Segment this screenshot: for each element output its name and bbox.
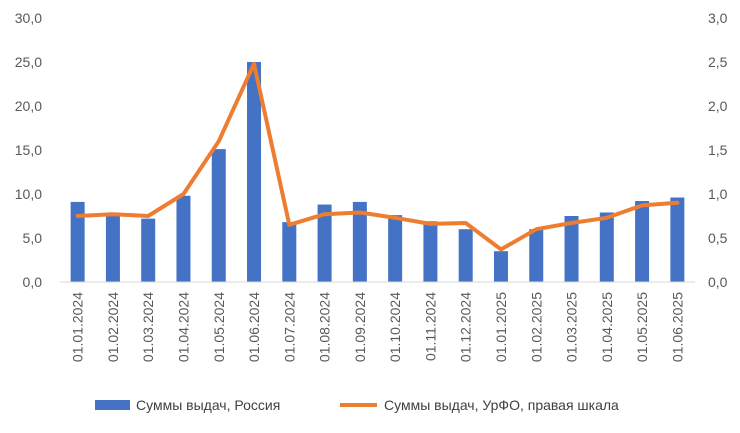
bar <box>105 212 120 282</box>
bar <box>211 149 226 282</box>
left-tick-label: 5,0 <box>23 230 43 246</box>
bar <box>423 221 438 282</box>
right-tick-label: 1,5 <box>708 142 728 158</box>
legend-swatch-russia <box>95 400 130 410</box>
x-tick-label: 01.08.2024 <box>317 292 333 362</box>
line-series-urfo <box>75 61 680 252</box>
x-tick-label: 01.01.2024 <box>70 292 86 362</box>
x-tick-label: 01.05.2024 <box>211 292 227 362</box>
bar <box>599 212 614 282</box>
series-line <box>75 61 680 252</box>
left-tick-label: 0,0 <box>23 274 43 290</box>
legend: Суммы выдач, Россия Суммы выдач, УрФО, п… <box>95 397 619 413</box>
x-tick-label: 01.06.2024 <box>246 292 262 362</box>
right-tick-label: 3,0 <box>708 10 728 26</box>
legend-label-urfo: Суммы выдач, УрФО, правая шкала <box>384 397 619 413</box>
bar-series-russia <box>70 62 685 282</box>
bar <box>388 215 403 282</box>
bar <box>176 195 191 282</box>
x-tick-label: 01.03.2024 <box>140 292 156 362</box>
x-tick-label: 01.12.2024 <box>458 292 474 362</box>
right-tick-label: 0,0 <box>708 274 728 290</box>
left-tick-label: 10,0 <box>15 186 42 202</box>
bar <box>352 201 367 282</box>
x-tick-label: 01.04.2024 <box>175 292 191 362</box>
left-axis: 0,0 5,0 10,0 15,0 20,0 25,0 30,0 <box>15 10 42 290</box>
right-tick-label: 1,0 <box>708 186 728 202</box>
x-axis-ticks: 01.01.2024 01.02.2024 01.03.2024 01.04.2024… <box>70 292 686 362</box>
x-tick-label: 01.01.2025 <box>493 292 509 362</box>
x-tick-label: 01.03.2025 <box>564 292 580 362</box>
bar <box>670 197 685 282</box>
bar <box>564 216 579 282</box>
right-axis: 0,0 0,5 1,0 1,5 2,0 2,5 3,0 <box>708 10 728 290</box>
x-tick-label: 01.04.2025 <box>599 292 615 362</box>
bar <box>141 218 156 282</box>
bar <box>493 251 508 282</box>
bar <box>247 62 262 282</box>
x-tick-label: 01.06.2025 <box>669 292 685 362</box>
right-tick-label: 2,0 <box>708 98 728 114</box>
x-tick-label: 01.10.2024 <box>387 292 403 362</box>
bar <box>70 201 85 282</box>
x-tick-label: 01.05.2025 <box>634 292 650 362</box>
right-tick-label: 0,5 <box>708 230 728 246</box>
x-tick-label: 01.11.2024 <box>422 292 438 361</box>
legend-label-russia: Суммы выдач, Россия <box>136 397 280 413</box>
bar <box>635 201 650 282</box>
bar <box>317 204 332 282</box>
x-tick-label: 01.07.2024 <box>281 292 297 362</box>
left-tick-label: 25,0 <box>15 54 42 70</box>
left-tick-label: 30,0 <box>15 10 42 26</box>
x-tick-label: 01.09.2024 <box>352 292 368 362</box>
bar <box>282 222 297 282</box>
left-tick-label: 15,0 <box>15 142 42 158</box>
bar <box>458 229 473 282</box>
x-tick-label: 01.02.2025 <box>528 292 544 362</box>
left-tick-label: 20,0 <box>15 98 42 114</box>
right-tick-label: 2,5 <box>708 54 728 70</box>
bar <box>529 229 544 282</box>
x-tick-label: 01.02.2024 <box>105 292 121 362</box>
